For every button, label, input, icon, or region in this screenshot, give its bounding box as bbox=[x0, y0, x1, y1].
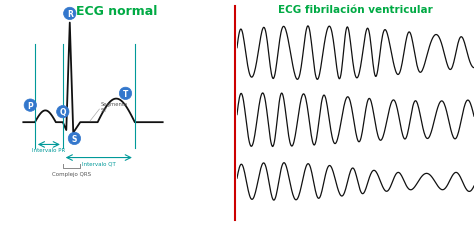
Text: Q: Q bbox=[60, 108, 66, 117]
Text: Intervalo PR: Intervalo PR bbox=[32, 147, 65, 152]
Text: ECG fibrilación ventricular: ECG fibrilación ventricular bbox=[278, 5, 433, 15]
Text: Intervalo QT: Intervalo QT bbox=[82, 160, 116, 165]
Text: Segmento
ST: Segmento ST bbox=[100, 102, 128, 112]
Text: T: T bbox=[123, 89, 128, 99]
Text: S: S bbox=[72, 134, 77, 143]
Text: Complejo QRS: Complejo QRS bbox=[52, 171, 91, 176]
Text: R: R bbox=[67, 10, 73, 19]
Text: ECG normal: ECG normal bbox=[75, 5, 157, 18]
Text: P: P bbox=[27, 101, 33, 110]
